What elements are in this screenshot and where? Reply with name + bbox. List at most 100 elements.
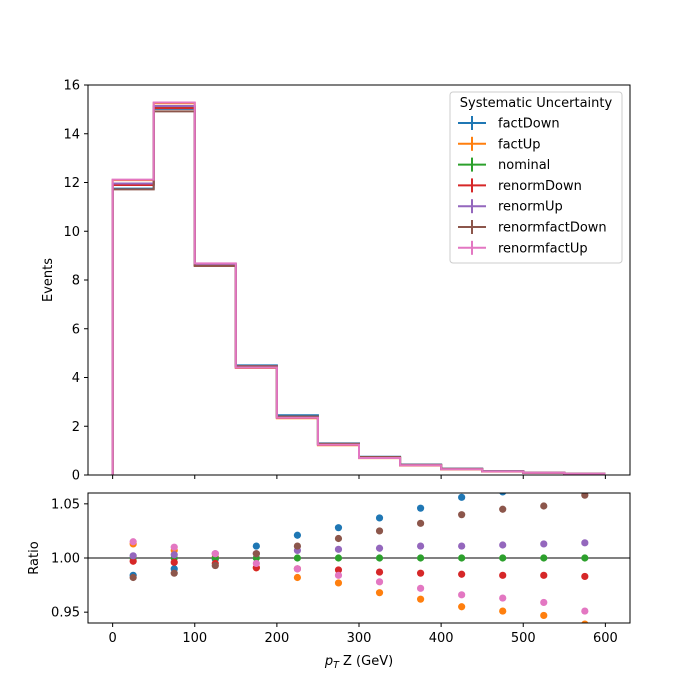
legend-box <box>449 91 623 264</box>
x-tick-label: 100 <box>182 631 207 646</box>
ratio-point-renormUp <box>458 542 466 550</box>
ratio-point-renormfactDown <box>252 550 260 558</box>
ratio-axes: 0.95 1.00 1.05 0 100 200 300 400 500 600 Ratio pT Z… <box>27 479 631 671</box>
legend-label-nominal: nominal <box>498 158 550 173</box>
ratio-point-renormfactUp <box>129 538 137 546</box>
y-tick-label: 0 <box>72 469 80 484</box>
ratio-point-renormDown <box>170 558 178 566</box>
legend-item-renormDown: renormDown <box>458 178 582 194</box>
ratio-point-renormDown <box>499 571 507 579</box>
x-axis-label: pT Z (GeV) <box>324 654 393 671</box>
x-tick-label: 300 <box>347 631 372 646</box>
ratio-point-renormDown <box>458 570 466 578</box>
ratio-point-renormDown <box>334 566 343 574</box>
legend-label-factUp: factUp <box>498 137 541 152</box>
histogram-series-group <box>111 101 606 475</box>
legend-item-nominal: nominal <box>458 157 550 173</box>
ratio-point-renormfactDown <box>211 561 219 570</box>
ratio-point-renormfactUp <box>211 550 219 558</box>
legend-item-renormfactUp: renormfactUp <box>458 240 588 256</box>
ratio-point-nominal <box>458 554 466 562</box>
legend-item-renormfactDown: renormfactDown <box>458 220 607 236</box>
y-tick-label: 16 <box>63 79 80 94</box>
ratio-point-renormfactUp <box>252 559 260 568</box>
ratio-point-factDown <box>375 514 384 522</box>
ratio-point-factUp <box>499 607 507 615</box>
legend-item-factUp: factUp <box>458 136 541 152</box>
ratio-point-renormUp <box>170 551 178 559</box>
ratio-point-nominal <box>293 554 302 562</box>
ratio-point-renormUp <box>334 545 343 553</box>
ratio-point-renormDown <box>581 572 589 581</box>
ratio-point-renormfactUp <box>458 591 466 599</box>
ratio-point-renormfactUp <box>499 594 507 602</box>
ratio-point-renormDown <box>416 569 425 577</box>
ratio-point-renormfactUp <box>581 607 589 615</box>
ratio-point-factDown <box>416 504 425 512</box>
ratio-point-factUp <box>581 620 589 623</box>
ratio-point-factUp <box>334 579 343 587</box>
ratio-point-renormDown <box>375 568 384 576</box>
ratio-point-factUp <box>540 611 548 620</box>
ratio-point-renormfactUp <box>293 565 302 573</box>
ratio-point-renormUp <box>375 544 384 552</box>
legend-label-renormfactDown: renormfactDown <box>498 221 607 236</box>
ratio-point-renormUp <box>540 540 548 548</box>
main-histogram-axes: 0 2 4 6 8 10 12 14 16 Events Systematic Uncertaint… <box>41 79 631 484</box>
ratio-point-nominal <box>499 554 507 562</box>
y-tick-label: 10 <box>63 225 80 240</box>
y-tick-label: 6 <box>72 322 80 337</box>
legend-label-renormUp: renormUp <box>498 200 563 215</box>
y-tick-label: 14 <box>63 127 80 142</box>
legend-title: Systematic Uncertainty <box>460 96 613 111</box>
ratio-point-renormfactDown <box>416 519 425 527</box>
legend: Systematic Uncertainty factDown factUp nomi… <box>449 91 623 264</box>
ratio-point-factDown <box>252 542 260 550</box>
ratio-point-renormfactDown <box>129 573 137 582</box>
ratio-point-factDown <box>540 479 547 486</box>
legend-item-renormUp: renormUp <box>458 199 563 215</box>
ratio-point-renormfactDown <box>375 527 384 535</box>
legend-label-renormDown: renormDown <box>498 179 582 194</box>
legend-item-factDown: factDown <box>458 116 560 132</box>
ratio-point-renormfactUp <box>375 578 384 586</box>
ratio-point-renormDown <box>129 557 137 565</box>
ratio-point-factUp <box>375 589 384 597</box>
ratio-point-renormfactDown <box>293 542 302 550</box>
x-tick-label: 400 <box>429 631 454 646</box>
ratio-point-renormfactDown <box>334 534 343 543</box>
ratio-y-tick-label: 1.05 <box>51 497 80 512</box>
ratio-point-renormfactUp <box>170 543 178 551</box>
ratio-point-nominal <box>334 554 343 562</box>
legend-label-renormfactUp: renormfactUp <box>498 241 588 256</box>
histogram-line-renormfactUp <box>111 101 606 475</box>
ratio-points-group <box>88 479 630 623</box>
x-tick-label: 500 <box>511 631 536 646</box>
y-axis-label-ratio: Ratio <box>27 541 42 574</box>
x-tick-label: 200 <box>264 631 289 646</box>
y-tick-label: 4 <box>72 371 80 386</box>
ratio-point-renormfactDown <box>458 511 466 519</box>
ratio-point-nominal <box>375 554 384 562</box>
ratio-point-factUp <box>416 595 425 603</box>
ratio-point-renormUp <box>416 542 425 550</box>
y-tick-label: 12 <box>63 176 80 191</box>
ratio-point-factDown <box>458 493 466 501</box>
ratio-point-factUp <box>458 603 466 611</box>
ratio-point-renormfactDown <box>170 569 178 577</box>
ratio-point-nominal <box>540 554 548 562</box>
ratio-point-renormfactDown <box>540 502 548 510</box>
legend-label-factDown: factDown <box>498 117 560 132</box>
ratio-point-nominal <box>581 554 589 562</box>
ratio-point-renormUp <box>581 539 589 547</box>
ratio-y-tick-label: 1.00 <box>51 552 80 567</box>
ratio-y-tick-label: 0.95 <box>51 606 80 621</box>
ratio-point-renormUp <box>129 552 137 560</box>
x-tick-label: 600 <box>593 631 618 646</box>
ratio-point-factDown <box>499 493 507 496</box>
ratio-point-renormfactUp <box>416 584 425 592</box>
ratio-point-renormfactUp <box>334 571 343 579</box>
ratio-point-nominal <box>416 554 425 562</box>
ratio-point-renormfactUp <box>540 598 548 607</box>
